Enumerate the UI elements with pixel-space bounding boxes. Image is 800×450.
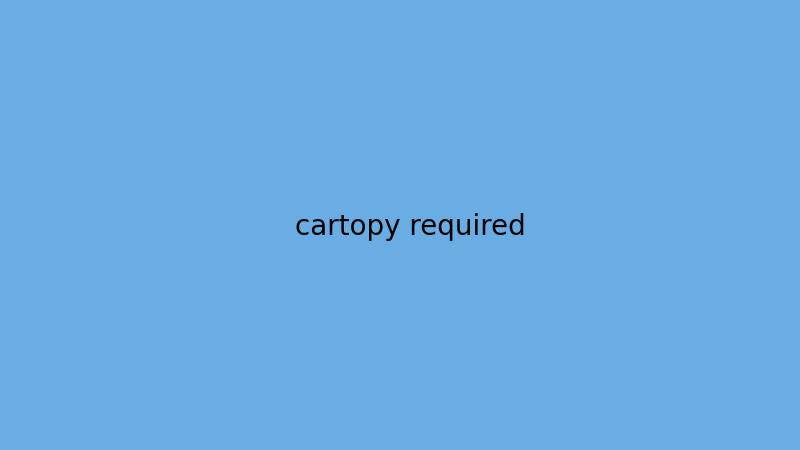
Text: cartopy required: cartopy required	[294, 213, 526, 241]
